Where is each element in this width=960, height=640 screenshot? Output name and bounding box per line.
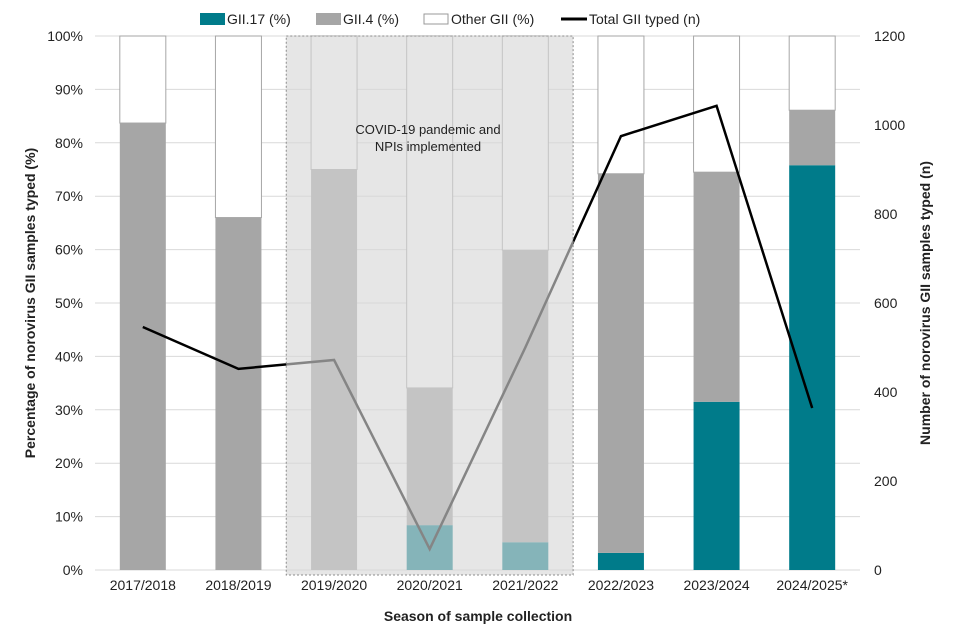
legend-swatch-other [423, 13, 449, 25]
x-tick-label: 2022/2023 [588, 577, 654, 593]
bar-other [214, 35, 262, 219]
bar-gii4 [789, 110, 836, 166]
x-axis-ticks: 2017/2018 2018/2019 2019/2020 2020/2021 2021… [110, 577, 849, 593]
bar-other [597, 35, 645, 175]
y-tick-label: 70% [55, 188, 83, 204]
y-tick-label: 20% [55, 455, 83, 471]
x-tick-label: 2019/2020 [301, 577, 367, 593]
y2-tick-label: 400 [874, 384, 898, 400]
bar-gii17 [789, 165, 836, 570]
bar-gii4 [215, 217, 262, 570]
legend-swatch-gii4 [316, 13, 341, 25]
bar-gii17 [597, 552, 644, 570]
x-tick-label: 2020/2021 [397, 577, 463, 593]
x-tick-label: 2023/2024 [683, 577, 749, 593]
legend-label-other: Other GII (%) [451, 11, 534, 27]
annotation-line-1: COVID-19 pandemic and [355, 122, 500, 137]
y-tick-label: 0% [63, 562, 83, 578]
bar-gii4 [597, 173, 644, 553]
covid-region-box [285, 35, 574, 576]
x-tick-label: 2018/2019 [205, 577, 271, 593]
right-axis-ticks: 0 200 400 600 800 1000 1200 [874, 28, 905, 578]
bar-gii4 [693, 172, 740, 402]
y2-tick-label: 1000 [874, 117, 905, 133]
bar-other [119, 35, 167, 124]
y-tick-label: 10% [55, 509, 83, 525]
y2-tick-label: 600 [874, 295, 898, 311]
bar-gii17 [693, 401, 740, 570]
legend: GII.17 (%) GII.4 (%) Other GII (%) Total… [200, 11, 700, 27]
left-axis-ticks: 0% 10% 20% 30% 40% 50% 60% 70% 80% 90% 100% [47, 28, 83, 578]
y2-tick-label: 1200 [874, 28, 905, 44]
y-tick-label: 50% [55, 295, 83, 311]
y2-tick-label: 800 [874, 206, 898, 222]
covid-shaded-region [285, 35, 574, 576]
y-tick-label: 80% [55, 135, 83, 151]
bar-gii4 [119, 123, 166, 571]
y-tick-label: 100% [47, 28, 83, 44]
y-tick-label: 40% [55, 348, 83, 364]
y-tick-label: 60% [55, 242, 83, 258]
legend-label-gii4: GII.4 (%) [343, 11, 399, 27]
annotation-line-2: NPIs implemented [375, 139, 481, 154]
bar-other [693, 35, 741, 173]
x-tick-label: 2024/2025* [776, 577, 848, 593]
x-axis-title: Season of sample collection [384, 608, 572, 624]
bar-other [788, 35, 836, 111]
legend-swatch-gii17 [200, 13, 225, 25]
y-tick-label: 90% [55, 81, 83, 97]
y2-tick-label: 0 [874, 562, 882, 578]
legend-label-total: Total GII typed (n) [589, 11, 700, 27]
x-tick-label: 2017/2018 [110, 577, 176, 593]
legend-label-gii17: GII.17 (%) [227, 11, 291, 27]
y-axis-title: Percentage of norovirus GII samples type… [22, 148, 38, 458]
y2-axis-title: Number of norovirus GII samples typed (n… [917, 161, 933, 445]
x-tick-label: 2021/2022 [492, 577, 558, 593]
y-tick-label: 30% [55, 402, 83, 418]
y2-tick-label: 200 [874, 473, 898, 489]
